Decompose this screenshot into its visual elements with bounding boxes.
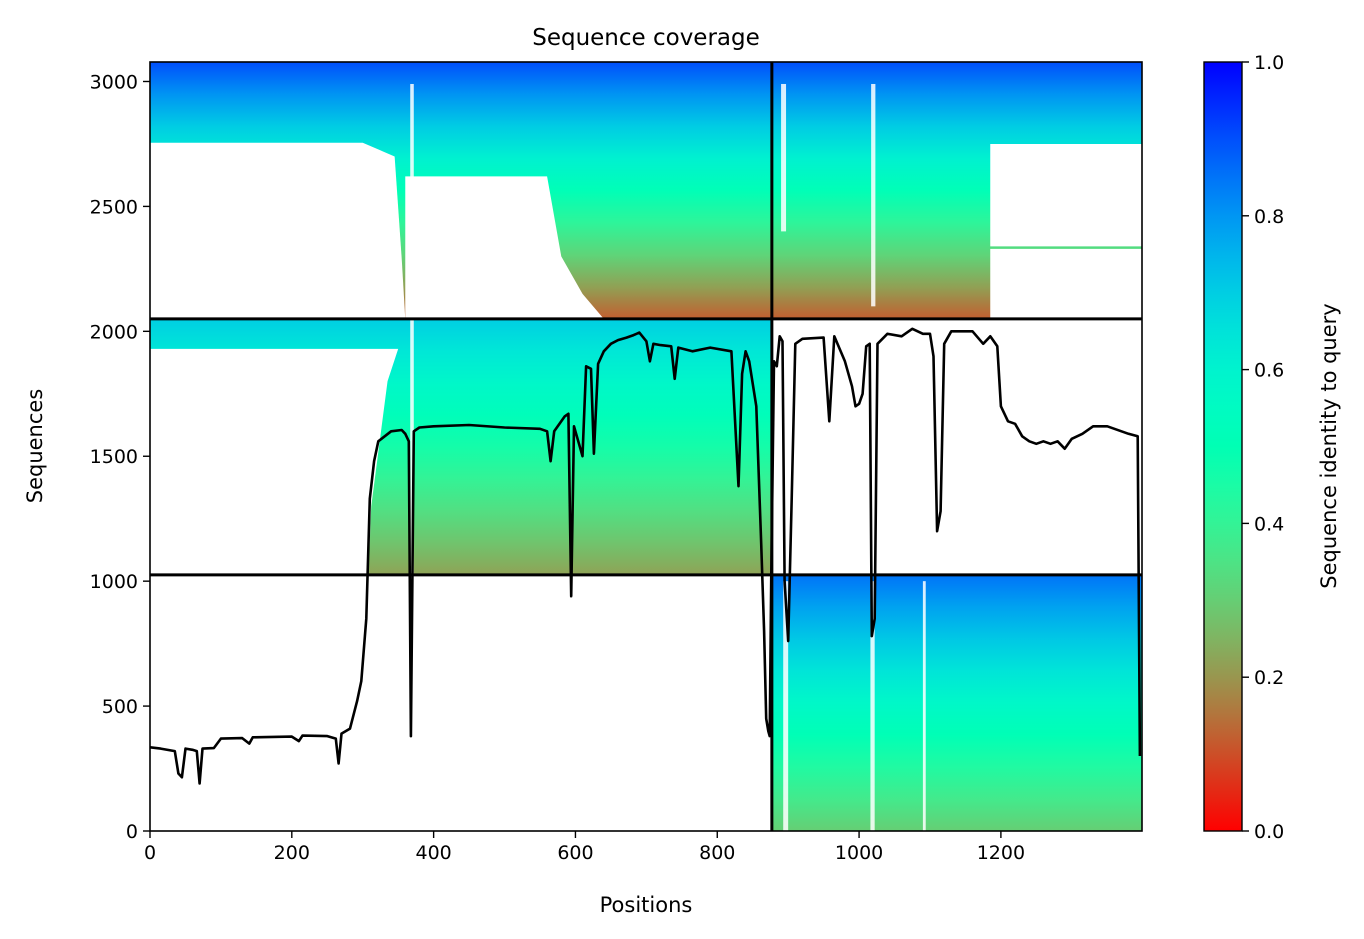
y-axis-ticks: 0 500 1000 1500 2000 2500 3000 (90, 71, 150, 843)
y-tick-label: 0 (126, 821, 138, 843)
x-tick-label: 1200 (977, 842, 1025, 864)
y-tick-label: 2500 (90, 196, 138, 218)
colorbar-ticks: 0.0 0.2 0.4 0.6 0.8 1.0 (1242, 52, 1284, 843)
chart-title: Sequence coverage (532, 25, 760, 51)
coverage-gap (405, 176, 604, 319)
y-tick-label: 500 (102, 696, 138, 718)
heatmap-block (771, 574, 1142, 831)
gap-streak (870, 581, 875, 831)
colorbar-tick-label: 1.0 (1254, 52, 1284, 74)
x-axis-ticks: 0 200 400 600 800 1000 1200 (144, 831, 1025, 864)
y-tick-label: 2000 (90, 321, 138, 343)
gap-streak (410, 83, 414, 575)
x-tick-label: 1000 (835, 842, 883, 864)
colorbar: 0.0 0.2 0.4 0.6 0.8 1.0 Sequence identity to … (1203, 52, 1341, 843)
heatmap-gaps (150, 83, 1142, 831)
x-tick-label: 400 (415, 842, 451, 864)
colorbar-tick-label: 0.4 (1254, 513, 1284, 535)
x-tick-label: 0 (144, 842, 156, 864)
y-axis-label: Sequences (23, 389, 47, 504)
block-boundaries (150, 62, 1142, 831)
gap-streak (922, 581, 926, 831)
gap-streak (781, 83, 787, 232)
coverage-gap (990, 143, 1142, 247)
coverage-line (150, 327, 1142, 785)
plot-area (150, 62, 1142, 831)
y-tick-label: 1000 (90, 571, 138, 593)
colorbar-tick-label: 0.0 (1254, 821, 1284, 843)
colorbar-tick-label: 0.6 (1254, 360, 1284, 382)
gap-streak (871, 83, 876, 307)
colorbar-tick-label: 0.2 (1254, 667, 1284, 689)
y-tick-label: 1500 (90, 446, 138, 468)
x-axis-label: Positions (600, 893, 693, 917)
plot-frame (149, 61, 1143, 832)
coverage-gap (990, 248, 1142, 319)
colorbar-gradient (1203, 61, 1243, 832)
x-tick-label: 600 (557, 842, 593, 864)
y-tick-label: 3000 (90, 71, 138, 93)
gap-streak (783, 581, 789, 831)
colorbar-tick-label: 0.8 (1254, 206, 1284, 228)
x-tick-label: 800 (699, 842, 735, 864)
coverage-gap (150, 142, 406, 319)
coverage-gap (150, 348, 399, 575)
x-tick-label: 200 (274, 842, 310, 864)
colorbar-label: Sequence identity to query (1317, 303, 1341, 588)
